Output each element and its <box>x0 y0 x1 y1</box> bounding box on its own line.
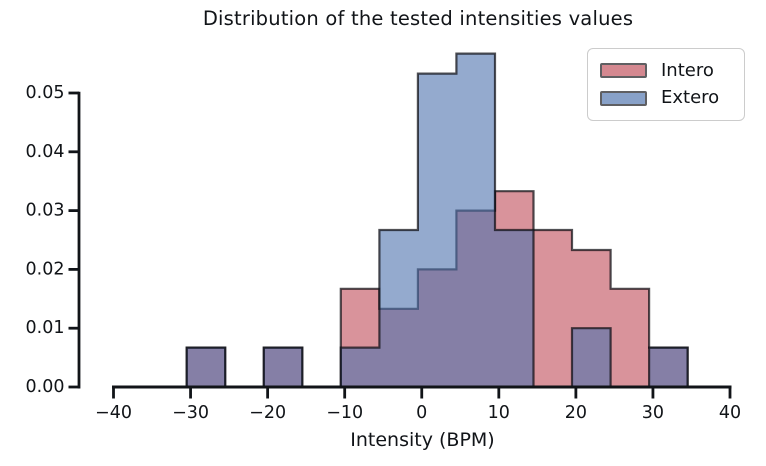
y-tick-label: 0.04 <box>26 142 65 162</box>
chart-title: Distribution of the tested intensities v… <box>202 7 634 30</box>
x-tick-label: 40 <box>719 403 741 423</box>
legend-item-intero: Intero <box>600 59 734 81</box>
intero-swatch-icon <box>600 63 647 79</box>
x-tick-label: 10 <box>488 403 510 423</box>
x-tick-label: −20 <box>249 403 286 423</box>
y-tick-label: 0.05 <box>26 83 65 103</box>
y-tick-label: 0.02 <box>26 259 65 279</box>
x-tick-label: −30 <box>172 403 209 423</box>
x-tick-label: 30 <box>642 403 664 423</box>
y-tick-label: 0.01 <box>26 318 65 338</box>
legend-item-extero: Extero <box>600 89 734 107</box>
legend: Intero Extero <box>587 48 745 121</box>
x-axis-label: Intensity (BPM) <box>350 429 495 451</box>
legend-label-extero: Extero <box>661 87 720 109</box>
x-tick-label: −10 <box>326 403 363 423</box>
legend-label-intero: Intero <box>661 59 714 81</box>
y-tick-label: 0.03 <box>26 201 65 221</box>
x-tick-label: −40 <box>95 403 132 423</box>
y-tick-label: 0.00 <box>26 377 65 397</box>
x-tick-label: 0 <box>416 403 427 423</box>
x-tick-label: 20 <box>565 403 587 423</box>
extero-swatch-icon <box>600 90 647 106</box>
